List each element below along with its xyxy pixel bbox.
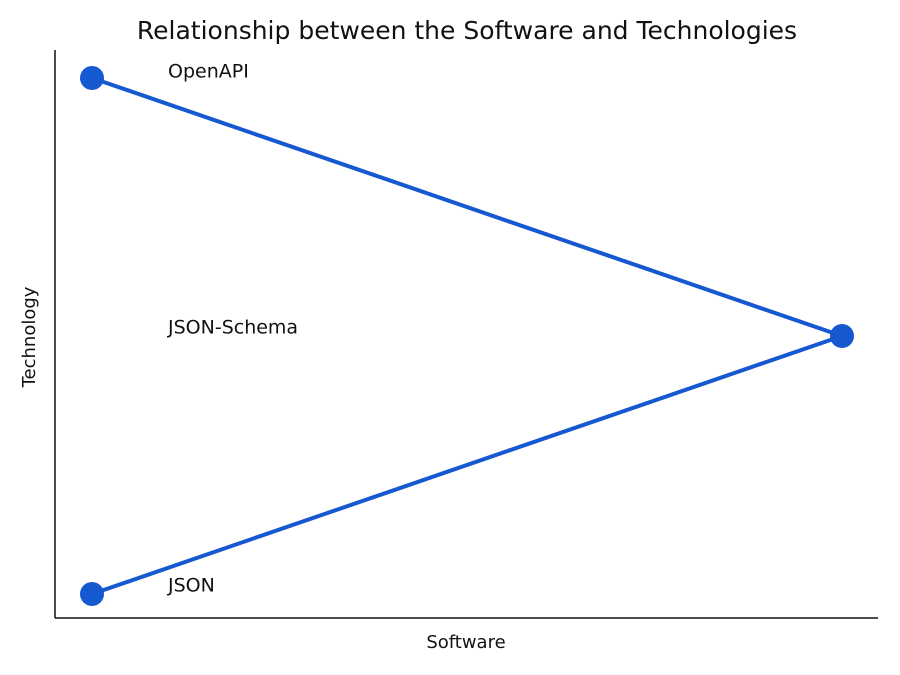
node-label: OpenAPI bbox=[168, 61, 249, 83]
edge bbox=[91, 334, 843, 596]
node bbox=[80, 66, 104, 90]
y-axis-label: Technology bbox=[19, 286, 40, 388]
node bbox=[80, 582, 104, 606]
node-label: JSON-Schema bbox=[167, 317, 298, 339]
node-label: JSON bbox=[167, 575, 215, 597]
node bbox=[830, 324, 854, 348]
title: Relationship between the Software and Te… bbox=[137, 16, 797, 45]
x-axis-label: Software bbox=[426, 632, 505, 653]
edge bbox=[91, 76, 843, 338]
